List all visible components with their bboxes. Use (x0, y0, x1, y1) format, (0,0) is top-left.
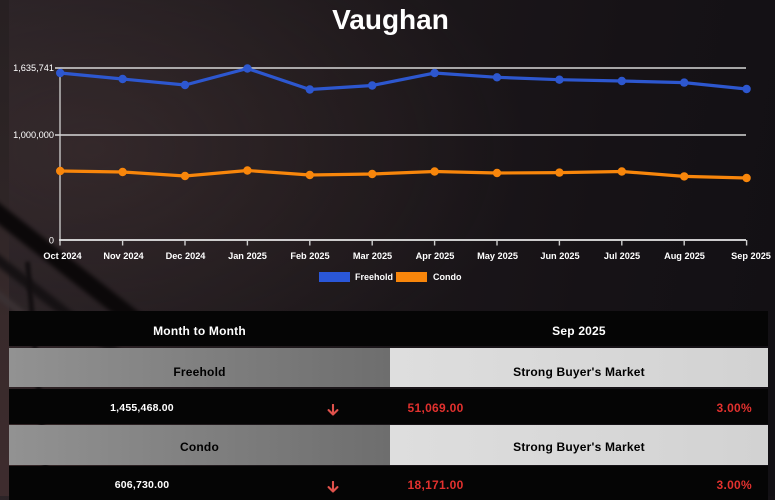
svg-text:Oct 2024: Oct 2024 (43, 251, 82, 261)
svg-text:Jan 2025: Jan 2025 (228, 251, 267, 261)
svg-text:Apr 2025: Apr 2025 (416, 251, 455, 261)
svg-text:Jun 2025: Jun 2025 (540, 251, 579, 261)
svg-text:Feb 2025: Feb 2025 (290, 251, 329, 261)
svg-text:Mar 2025: Mar 2025 (353, 251, 392, 261)
svg-text:Sep 2025: Sep 2025 (731, 251, 771, 261)
svg-text:0: 0 (49, 236, 54, 246)
svg-text:Jul 2025: Jul 2025 (604, 251, 640, 261)
svg-text:1,000,000: 1,000,000 (13, 130, 54, 140)
svg-text:Dec 2024: Dec 2024 (166, 251, 207, 261)
svg-text:May 2025: May 2025 (477, 251, 518, 261)
svg-text:1,635,741: 1,635,741 (13, 63, 54, 73)
svg-text:Nov 2024: Nov 2024 (103, 251, 144, 261)
svg-text:Aug 2025: Aug 2025 (664, 251, 705, 261)
